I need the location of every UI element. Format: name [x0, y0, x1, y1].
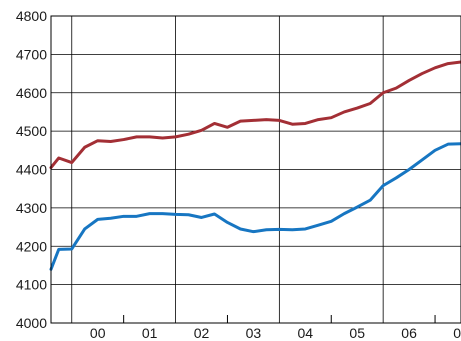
- y-tick-label: 4600: [16, 85, 47, 101]
- x-tick-label: 02: [194, 325, 210, 341]
- x-tick-label: 05: [349, 325, 365, 341]
- x-tick-label: 07: [453, 325, 461, 341]
- x-tick-label: 06: [401, 325, 417, 341]
- axis-layer: 4000 4100 4200 4300 4400 4500 4600 4700 4800 00 01…: [16, 8, 461, 341]
- grid-layer: [51, 16, 461, 323]
- y-tick-label: 4400: [16, 162, 47, 178]
- y-tick-label: 4800: [16, 8, 47, 24]
- y-tick-label: 4300: [16, 200, 47, 216]
- series-line-1: [49, 60, 461, 170]
- x-tick-label: 03: [246, 325, 262, 341]
- y-tick-label: 4700: [16, 46, 47, 62]
- x-tick-label: 01: [142, 325, 158, 341]
- x-tick-label: 04: [298, 325, 314, 341]
- y-tick-label: 4200: [16, 238, 47, 254]
- series-layer: [49, 60, 461, 271]
- plot-frame: [50, 15, 461, 324]
- y-tick-label: 4100: [16, 277, 47, 293]
- series-line-2: [49, 142, 461, 271]
- x-tick-label: 00: [90, 325, 106, 341]
- y-tick-label: 4000: [16, 315, 47, 331]
- y-tick-label: 4500: [16, 123, 47, 139]
